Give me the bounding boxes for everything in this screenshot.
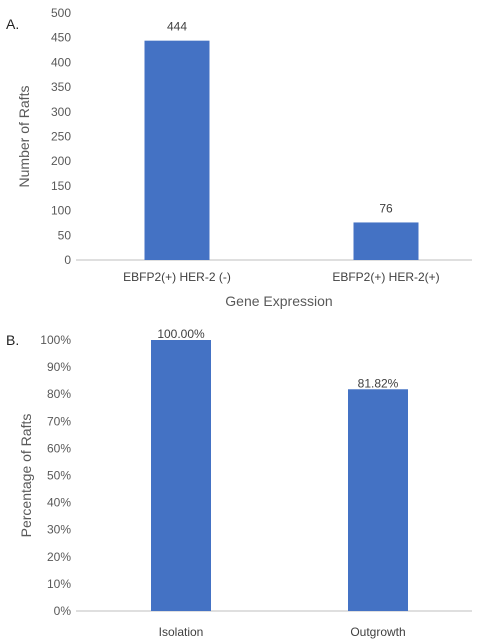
chart-b-y-tick-label: 100% [40,333,71,347]
chart-a-category-label: EBFP2(+) HER-2 (-) [123,270,231,284]
chart-a-bar [353,222,419,260]
chart-a-y-tick-label: 100 [51,204,71,218]
chart-a-y-tick-label: 300 [51,105,71,119]
chart-b-y-axis-title: Percentage of Rafts [18,414,34,538]
panel-a-letter: A. [6,16,20,32]
chart-a-y-tick-label: 0 [64,253,71,267]
chart-b-y-tick-label: 30% [47,523,71,537]
chart-a-y-tick-label: 400 [51,55,71,69]
chart-b-category-label: Isolation [159,625,204,639]
chart-b-data-label: 81.82% [358,376,399,390]
panel-b-letter: B. [6,332,20,348]
chart-a-y-tick-label: 150 [51,179,71,193]
chart-a-y-tick-label: 200 [51,154,71,168]
chart-b-y-tick-label: 10% [47,577,71,591]
chart-b-bar [151,340,211,611]
chart-b-category-label: Outgrowth [350,625,405,639]
chart-a-y-tick-label: 250 [51,130,71,144]
chart-b-y-tick-label: 50% [47,469,71,483]
chart-b-data-label: 100.00% [157,327,205,341]
chart-b-y-tick-label: 60% [47,441,71,455]
chart-a-data-label: 444 [167,20,187,34]
chart-a-y-axis-title: Number of Rafts [16,86,32,188]
chart-a-bar [144,40,210,260]
chart-a-x-axis-title: Gene Expression [225,293,332,309]
chart-b-y-tick-label: 0% [54,604,72,618]
chart-b-y-tick-label: 70% [47,414,71,428]
chart-b-y-tick-label: 20% [47,550,71,564]
chart-b-y-tick-label: 90% [47,360,71,374]
chart-a-y-tick-label: 450 [51,31,71,45]
chart-a-y-tick-label: 350 [51,80,71,94]
chart-b-y-tick-label: 80% [47,387,71,401]
chart-a-y-tick-label: 50 [58,228,72,242]
chart-b-y-tick-label: 40% [47,496,71,510]
chart-a-data-label: 76 [379,201,393,215]
chart-b-bar [348,389,408,611]
chart-a-y-tick-label: 500 [51,6,71,20]
chart-a-category-label: EBFP2(+) HER-2(+) [332,270,439,284]
